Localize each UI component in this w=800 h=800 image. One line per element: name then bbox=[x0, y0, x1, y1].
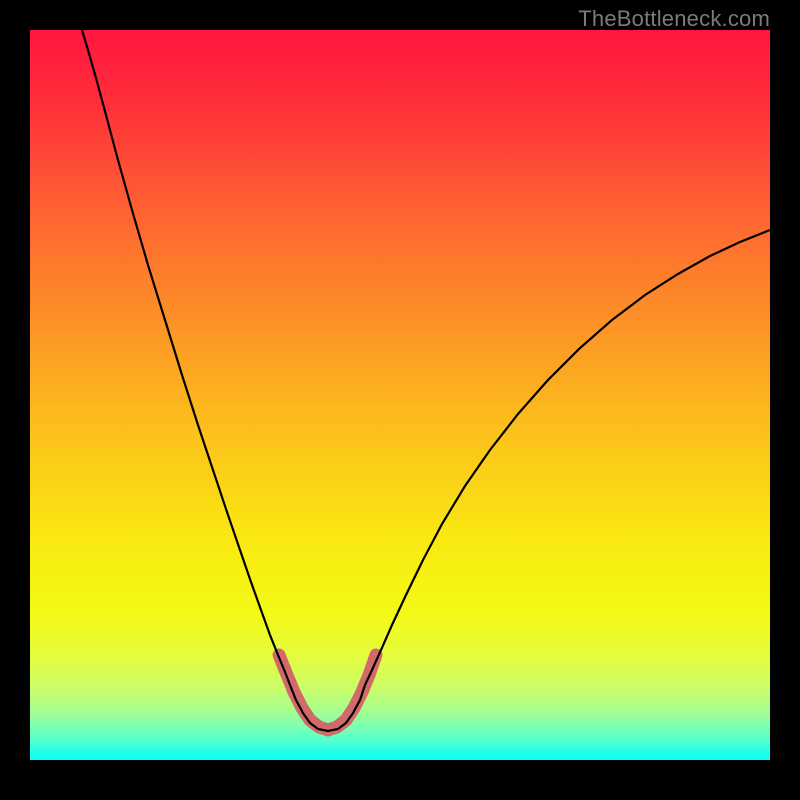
curve-left bbox=[82, 30, 290, 685]
plot-area bbox=[30, 30, 770, 760]
chart-frame: TheBottleneck.com bbox=[0, 0, 800, 800]
curve-right bbox=[365, 230, 770, 685]
curves-layer bbox=[30, 30, 770, 760]
watermark-text: TheBottleneck.com bbox=[578, 6, 770, 32]
